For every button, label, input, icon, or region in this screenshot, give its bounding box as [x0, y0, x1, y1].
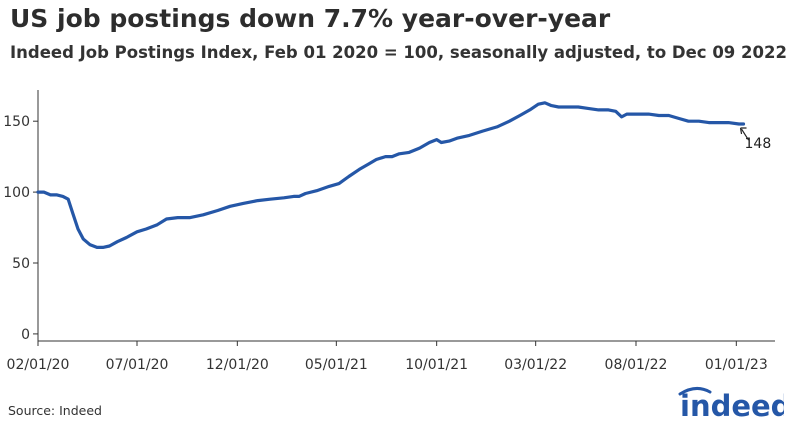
y-tick-label: 50 [12, 256, 30, 272]
x-tick-label: 05/01/21 [305, 357, 368, 373]
annotations: 148 [739, 127, 772, 152]
x-tick-label: 12/01/20 [206, 357, 269, 373]
annotation-label: 148 [745, 136, 772, 152]
chart-subtitle: Indeed Job Postings Index, Feb 01 2020 =… [10, 43, 787, 62]
x-tick-label: 01/01/23 [705, 357, 768, 373]
y-tick-label: 100 [3, 185, 30, 201]
y-tick-label: 150 [3, 114, 30, 130]
x-tick-label: 10/01/21 [405, 357, 468, 373]
chart-title: US job postings down 7.7% year-over-year [10, 4, 611, 33]
x-tick-label: 02/01/20 [7, 357, 70, 373]
indeed-logo: indeed [678, 387, 784, 423]
source-note: Source: Indeed [8, 403, 102, 418]
series-group [36, 101, 746, 249]
x-tick-label: 08/01/22 [605, 357, 668, 373]
series-line [36, 101, 746, 249]
y-tick-label: 0 [21, 327, 30, 343]
annotation-arrow [741, 128, 750, 141]
indeed-logo-text: indeed [680, 389, 784, 423]
annotation-arrowhead-icon [739, 127, 747, 135]
logo-arc-icon [678, 387, 712, 396]
y-axis-ticks: 0 50 100 150 [3, 114, 38, 343]
x-axis-ticks: 02/01/20 07/01/20 12/01/20 05/01/21 10/01/21… [7, 341, 768, 373]
x-tick-label: 07/01/20 [106, 357, 169, 373]
x-tick-label: 03/01/22 [504, 357, 567, 373]
